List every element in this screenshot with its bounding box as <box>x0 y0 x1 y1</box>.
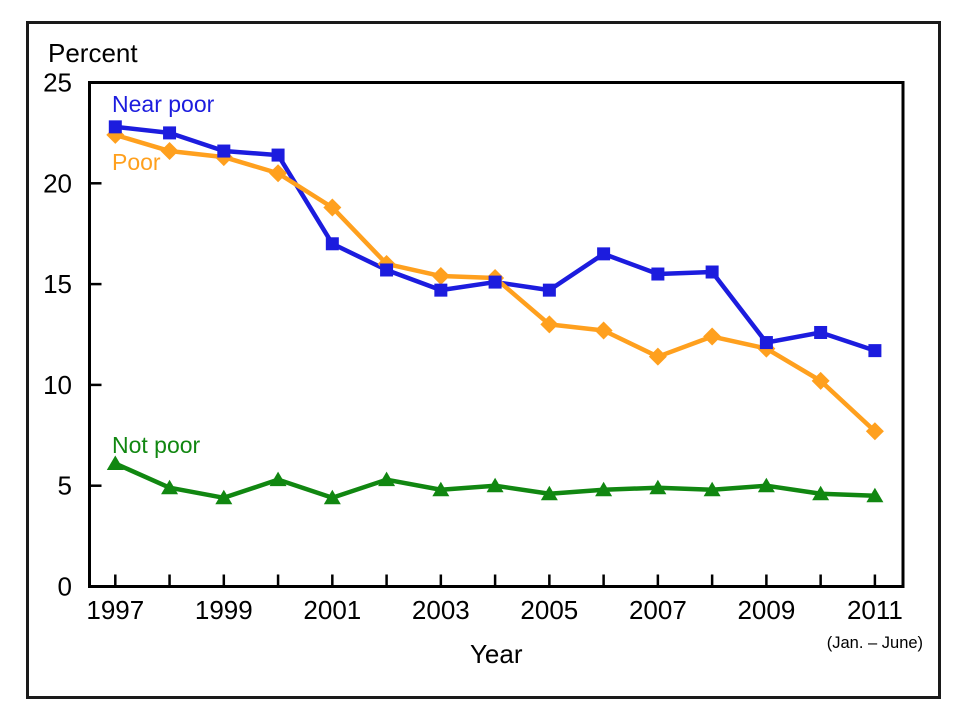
data-point-near-poor <box>434 283 448 297</box>
data-point-poor <box>811 371 830 390</box>
data-point-not-poor <box>540 485 558 501</box>
y-tick-label: 15 <box>43 269 72 299</box>
series-label-near-poor: Near poor <box>112 91 215 117</box>
data-point-poor <box>431 267 450 286</box>
data-point-poor <box>594 321 613 340</box>
y-tick-label: 20 <box>43 168 72 198</box>
data-point-near-poor <box>814 325 828 339</box>
x-tick-label: 2011 <box>847 595 903 625</box>
data-point-near-poor <box>868 344 882 358</box>
data-point-near-poor <box>380 263 394 277</box>
series-label-not-poor: Not poor <box>112 432 201 458</box>
y-tick-label: 0 <box>58 572 72 602</box>
data-point-not-poor <box>649 479 667 495</box>
data-point-not-poor <box>432 481 450 497</box>
data-point-not-poor <box>486 477 504 493</box>
x-axis-title: Year <box>470 639 523 669</box>
data-point-not-poor <box>757 477 775 493</box>
x-tick-label: 2003 <box>412 595 470 625</box>
x-tick-label: 2001 <box>303 595 361 625</box>
data-point-poor <box>269 164 288 183</box>
data-point-near-poor <box>325 237 339 251</box>
data-point-not-poor <box>323 489 341 505</box>
data-point-near-poor <box>108 120 122 134</box>
y-tick-label: 5 <box>58 471 72 501</box>
plot-frame <box>88 81 905 588</box>
data-point-poor <box>865 422 884 441</box>
data-point-poor <box>323 198 342 217</box>
data-point-not-poor <box>703 481 721 497</box>
data-point-poor <box>703 327 722 346</box>
x-tick-label: 1997 <box>86 595 144 625</box>
x-tick-label: 2009 <box>737 595 795 625</box>
data-point-poor <box>540 315 559 334</box>
figure-border <box>26 21 941 699</box>
data-point-near-poor <box>759 336 773 350</box>
series-label-poor: Poor <box>112 149 161 175</box>
x-tick-label: 1999 <box>195 595 253 625</box>
y-tick-label: 10 <box>43 370 72 400</box>
x-tick-label: 2007 <box>629 595 687 625</box>
data-point-not-poor <box>106 455 124 471</box>
data-point-near-poor <box>163 126 177 140</box>
data-point-poor <box>648 347 667 366</box>
x-axis-note: (Jan. – June) <box>827 634 923 652</box>
data-point-near-poor <box>705 265 719 279</box>
data-point-near-poor <box>542 283 556 297</box>
data-point-not-poor <box>269 471 287 487</box>
y-tick-label: 25 <box>43 68 72 98</box>
data-point-near-poor <box>271 148 285 162</box>
data-point-near-poor <box>488 275 502 289</box>
data-point-poor <box>160 142 179 161</box>
data-point-near-poor <box>217 144 231 158</box>
data-point-not-poor <box>595 481 613 497</box>
data-point-not-poor <box>378 471 396 487</box>
y-axis-title: Percent <box>48 38 138 68</box>
data-point-near-poor <box>597 247 611 261</box>
data-point-near-poor <box>651 267 665 281</box>
data-point-not-poor <box>215 489 233 505</box>
data-point-not-poor <box>161 479 179 495</box>
data-point-not-poor <box>866 487 884 503</box>
x-tick-label: 2005 <box>520 595 578 625</box>
data-point-not-poor <box>812 485 830 501</box>
